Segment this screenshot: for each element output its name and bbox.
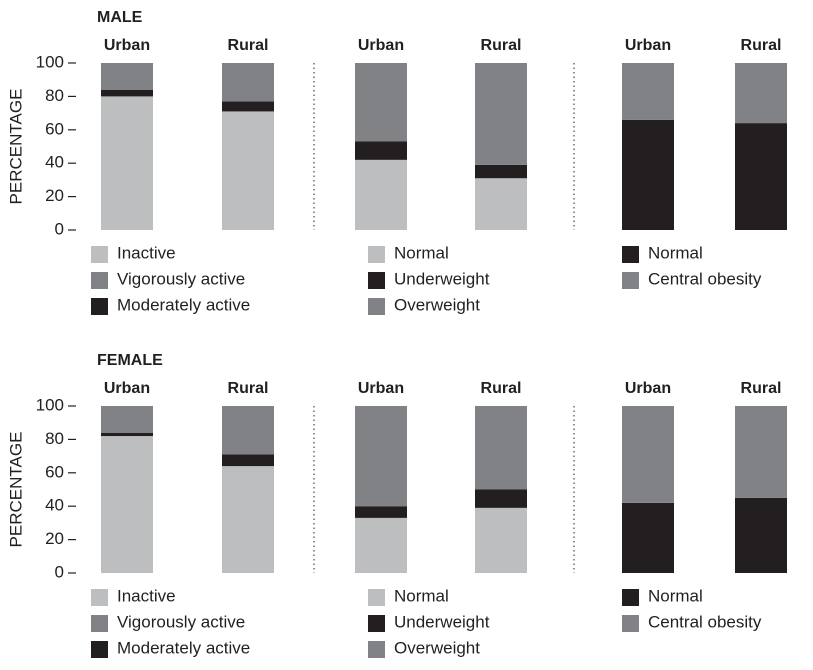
legend-label: Normal (648, 586, 703, 605)
y-tick-label: 0 (55, 219, 64, 238)
bar-segment (622, 63, 674, 120)
bar-segment (101, 89, 153, 97)
y-tick-label: 80 (45, 86, 64, 105)
chart-title: FEMALE (97, 352, 163, 369)
y-tick-label: 20 (45, 529, 64, 548)
bar-segment (355, 159, 407, 230)
bar-segment (355, 406, 407, 507)
bar-segment (355, 506, 407, 518)
legend-swatch (91, 246, 108, 263)
legend-label: Underweight (394, 269, 490, 288)
bar-segment (222, 406, 274, 455)
y-axis-label: PERCENTAGE (6, 432, 25, 548)
legend-label: Inactive (117, 586, 176, 605)
bar-segment (222, 466, 274, 573)
bar-segment (475, 507, 527, 573)
y-tick-label: 40 (45, 153, 64, 172)
category-label: Urban (358, 37, 404, 54)
category-label: Urban (104, 380, 150, 397)
bar-segment (735, 63, 787, 124)
legend-swatch (368, 272, 385, 289)
bar-segment (355, 141, 407, 160)
legend-swatch (622, 615, 639, 632)
legend-label: Normal (394, 243, 449, 262)
legend-label: Underweight (394, 612, 490, 631)
category-label: Urban (625, 380, 671, 397)
legend-label: Moderately active (117, 295, 250, 314)
legend-swatch (368, 589, 385, 606)
legend-label: Normal (648, 243, 703, 262)
bar-segment (222, 111, 274, 230)
bar-segment (101, 406, 153, 433)
y-tick-label: 60 (45, 119, 64, 138)
bar-segment (101, 432, 153, 437)
legend-swatch (91, 298, 108, 315)
bar-segment (735, 406, 787, 498)
legend-swatch (368, 615, 385, 632)
category-label: Rural (228, 380, 269, 397)
legend-label: Moderately active (117, 638, 250, 657)
category-label: Urban (625, 37, 671, 54)
bar-segment (735, 497, 787, 573)
legend-swatch (368, 246, 385, 263)
legend-swatch (622, 272, 639, 289)
y-tick-label: 20 (45, 186, 64, 205)
y-tick-label: 80 (45, 429, 64, 448)
legend-label: Central obesity (648, 269, 762, 288)
legend-swatch (368, 641, 385, 658)
bar-segment (475, 489, 527, 508)
bar-segment (355, 63, 407, 142)
legend-label: Overweight (394, 295, 480, 314)
bar-segment (222, 454, 274, 467)
bar-segment (622, 406, 674, 503)
y-tick-label: 0 (55, 562, 64, 581)
category-label: Rural (741, 37, 782, 54)
category-label: Rural (741, 380, 782, 397)
category-label: Urban (104, 37, 150, 54)
bar-segment (622, 502, 674, 573)
y-tick-label: 100 (36, 52, 64, 71)
bar-segment (475, 63, 527, 165)
legend-swatch (91, 589, 108, 606)
legend-label: Normal (394, 586, 449, 605)
bar-segment (475, 164, 527, 179)
legend-swatch (622, 246, 639, 263)
legend-label: Inactive (117, 243, 176, 262)
bar-segment (475, 178, 527, 230)
y-tick-label: 40 (45, 496, 64, 515)
category-label: Rural (228, 37, 269, 54)
category-label: Urban (358, 380, 404, 397)
legend-label: Vigorously active (117, 612, 245, 631)
legend-label: Central obesity (648, 612, 762, 631)
bar-segment (101, 96, 153, 231)
legend-swatch (91, 615, 108, 632)
legend-label: Overweight (394, 638, 480, 657)
bar-segment (355, 517, 407, 573)
bar-segment (222, 63, 274, 102)
legend-swatch (91, 641, 108, 658)
legend-swatch (622, 589, 639, 606)
legend-label: Vigorously active (117, 269, 245, 288)
bar-segment (101, 436, 153, 573)
category-label: Rural (481, 380, 522, 397)
bar-segment (622, 119, 674, 230)
bar-segment (222, 101, 274, 112)
bar-segment (475, 406, 527, 490)
legend-swatch (368, 298, 385, 315)
bar-segment (101, 63, 153, 90)
y-tick-label: 60 (45, 462, 64, 481)
y-tick-label: 100 (36, 395, 64, 414)
category-label: Rural (481, 37, 522, 54)
chart-title: MALE (97, 9, 143, 26)
bar-segment (735, 123, 787, 230)
legend-swatch (91, 272, 108, 289)
y-axis-label: PERCENTAGE (6, 89, 25, 205)
